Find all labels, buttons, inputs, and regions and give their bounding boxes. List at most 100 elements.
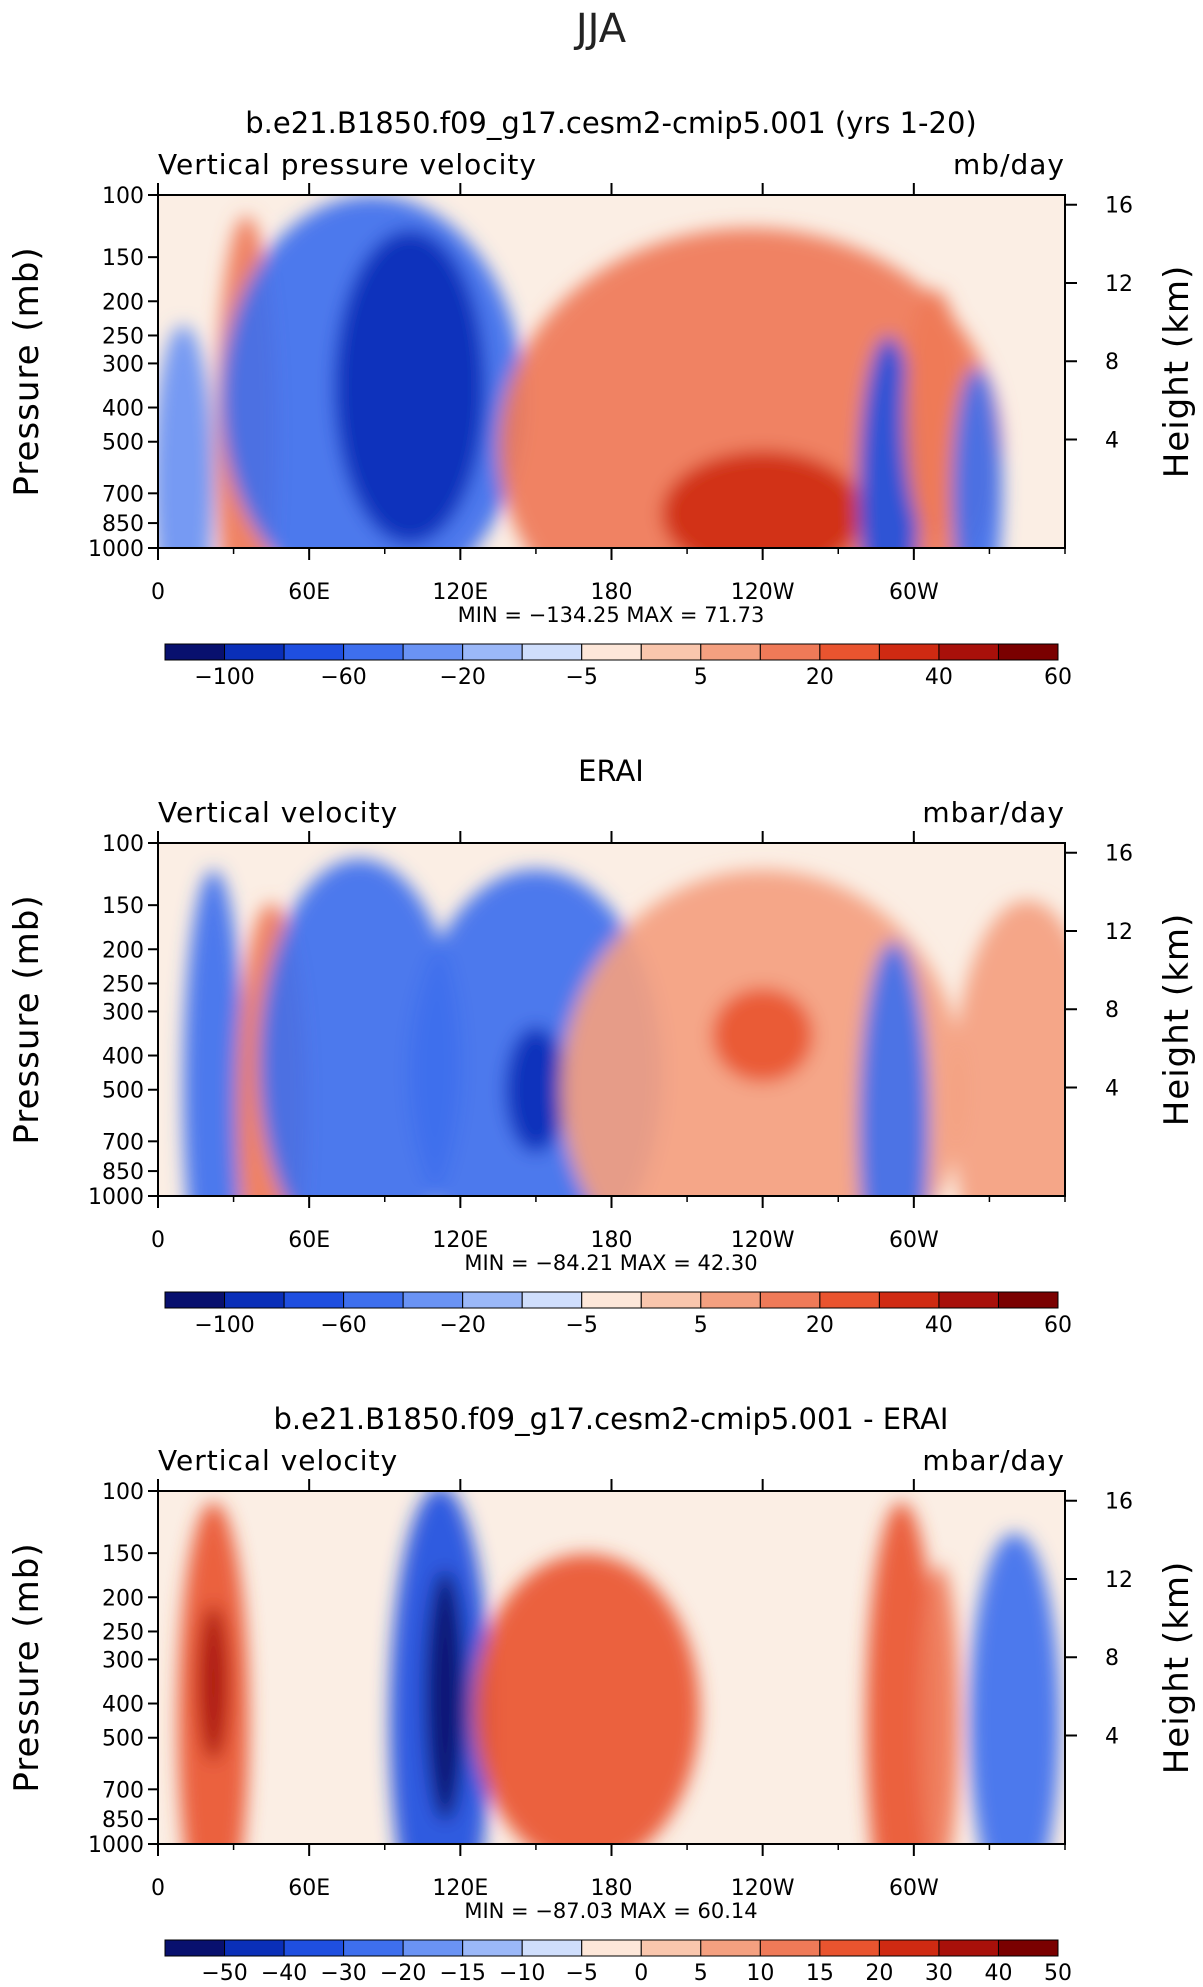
min-max-stats: MIN = −134.25 MAX = 71.73 [458, 603, 765, 627]
x-tick-label: 120W [731, 1228, 795, 1253]
colorbar-label: −100 [194, 1313, 254, 1338]
field-cell-8 [858, 941, 929, 1196]
colorbar-swatch [700, 1939, 761, 1957]
colorbar-label: 5 [694, 1313, 708, 1338]
y-right-tick-label: 16 [1105, 842, 1133, 867]
x-tick-label: 0 [151, 1876, 165, 1901]
y-tick-label: 250 [102, 972, 144, 997]
x-tick-label: 180 [591, 580, 633, 605]
colorbar-label: 60 [1044, 1313, 1072, 1338]
colorbar-label: 40 [984, 1961, 1012, 1986]
colorbar-label: 40 [925, 1313, 953, 1338]
colorbar-swatch [878, 1291, 940, 1309]
y-right-tick-label: 4 [1105, 1077, 1119, 1102]
field-cell-7 [858, 336, 919, 548]
colorbar-label: −15 [439, 1961, 485, 1986]
y-tick-label: 850 [102, 512, 144, 537]
x-tick-label: 60W [889, 580, 939, 605]
x-tick-label: 60E [288, 1876, 330, 1901]
x-tick-label: 60E [288, 1228, 330, 1253]
y-tick-label: 200 [102, 1586, 144, 1611]
panel-units-label: mbar/day [922, 796, 1065, 829]
min-max-stats: MIN = −87.03 MAX = 60.14 [464, 1899, 757, 1923]
field-cell-7 [918, 1564, 960, 1844]
y-right-tick-label: 4 [1105, 1725, 1119, 1750]
panel-left-label: Vertical velocity [158, 796, 398, 829]
field-contours [183, 859, 1065, 1196]
y-right-tick-label: 16 [1105, 1490, 1133, 1515]
y-axis-title: Pressure (mb) [7, 894, 47, 1144]
y-right-tick-label: 8 [1105, 350, 1119, 375]
colorbar-swatch [997, 643, 1059, 661]
colorbar-swatch [997, 1939, 1059, 1957]
colorbar-swatch [283, 1939, 345, 1957]
y-tick-label: 200 [102, 938, 144, 963]
field-cell-6 [865, 1502, 937, 1844]
x-tick-label: 120W [731, 580, 795, 605]
y-tick-label: 1000 [88, 1833, 144, 1858]
field-cell-4 [425, 1570, 466, 1822]
colorbar-swatch [462, 1291, 523, 1309]
colorbar-swatch [700, 643, 761, 661]
y-tick-label: 300 [102, 352, 144, 377]
colorbar-swatch [759, 1291, 821, 1309]
field-cell-2 [198, 1604, 229, 1762]
y-tick-label: 250 [102, 324, 144, 349]
colorbar-swatch [521, 1291, 583, 1309]
page-title: JJA [573, 6, 627, 52]
colorbar-label: −40 [261, 1961, 307, 1986]
y-tick-label: 850 [102, 1808, 144, 1833]
y-tick-label: 400 [102, 1693, 144, 1718]
colorbar-swatch [343, 1939, 404, 1957]
colorbar-swatch [402, 643, 464, 661]
colorbar-label: 0 [634, 1961, 648, 1986]
y-right-tick-label: 12 [1105, 272, 1133, 297]
panel-title: b.e21.B1850.f09_g17.cesm2-cmip5.001 - ER… [274, 1402, 949, 1436]
y-tick-label: 400 [102, 1045, 144, 1070]
colorbar-swatch [640, 1291, 702, 1309]
colorbar-label: 40 [925, 665, 953, 690]
colorbar-label: −20 [439, 1313, 485, 1338]
y-tick-label: 500 [102, 1079, 144, 1104]
colorbar: −100 −60 −20 −5 5 20 40 60 [164, 1291, 1072, 1338]
colorbar-swatch [938, 1291, 999, 1309]
y-right-axis-title: Height (km) [1157, 913, 1197, 1127]
colorbar-swatch [283, 643, 345, 661]
colorbar-swatch [283, 1291, 345, 1309]
colorbar-swatch [164, 1939, 226, 1957]
colorbar-label: 30 [925, 1961, 953, 1986]
panel-units-label: mb/day [953, 148, 1065, 181]
colorbar-label: −5 [566, 665, 598, 690]
x-tick-label: 120E [432, 1876, 488, 1901]
y-tick-label: 1000 [88, 537, 144, 562]
x-tick-label: 60W [889, 1876, 939, 1901]
y-tick-label: 500 [102, 1727, 144, 1752]
colorbar: −100 −60 −20 −5 5 20 40 60 [164, 643, 1072, 690]
colorbar-label: 50 [1044, 1961, 1072, 1986]
y-right-tick-label: 8 [1105, 1646, 1119, 1671]
colorbar-swatch [581, 643, 642, 661]
x-tick-label: 120E [432, 580, 488, 605]
colorbar-swatch [343, 643, 404, 661]
colorbar-label: 15 [806, 1961, 834, 1986]
field-cell-1 [183, 870, 244, 1196]
colorbar-label: −60 [320, 1313, 366, 1338]
field-cell-4 [334, 230, 486, 544]
colorbar-swatch [938, 643, 999, 661]
y-axis-title: Pressure (mb) [7, 246, 47, 496]
x-tick-label: 180 [591, 1876, 633, 1901]
field [158, 843, 1065, 1196]
colorbar-label: −100 [194, 665, 254, 690]
y-tick-label: 700 [102, 482, 144, 507]
y-tick-label: 250 [102, 1620, 144, 1645]
colorbar-label: −20 [439, 665, 485, 690]
x-tick-label: 0 [151, 1228, 165, 1253]
colorbar-swatch [640, 1939, 702, 1957]
field-cell-8 [969, 1533, 1060, 1844]
colorbar-swatch [640, 643, 702, 661]
y-tick-label: 100 [102, 184, 144, 209]
field-cell-9 [951, 900, 1065, 1196]
panel-title: ERAI [578, 754, 644, 788]
colorbar-label: 60 [1044, 665, 1072, 690]
